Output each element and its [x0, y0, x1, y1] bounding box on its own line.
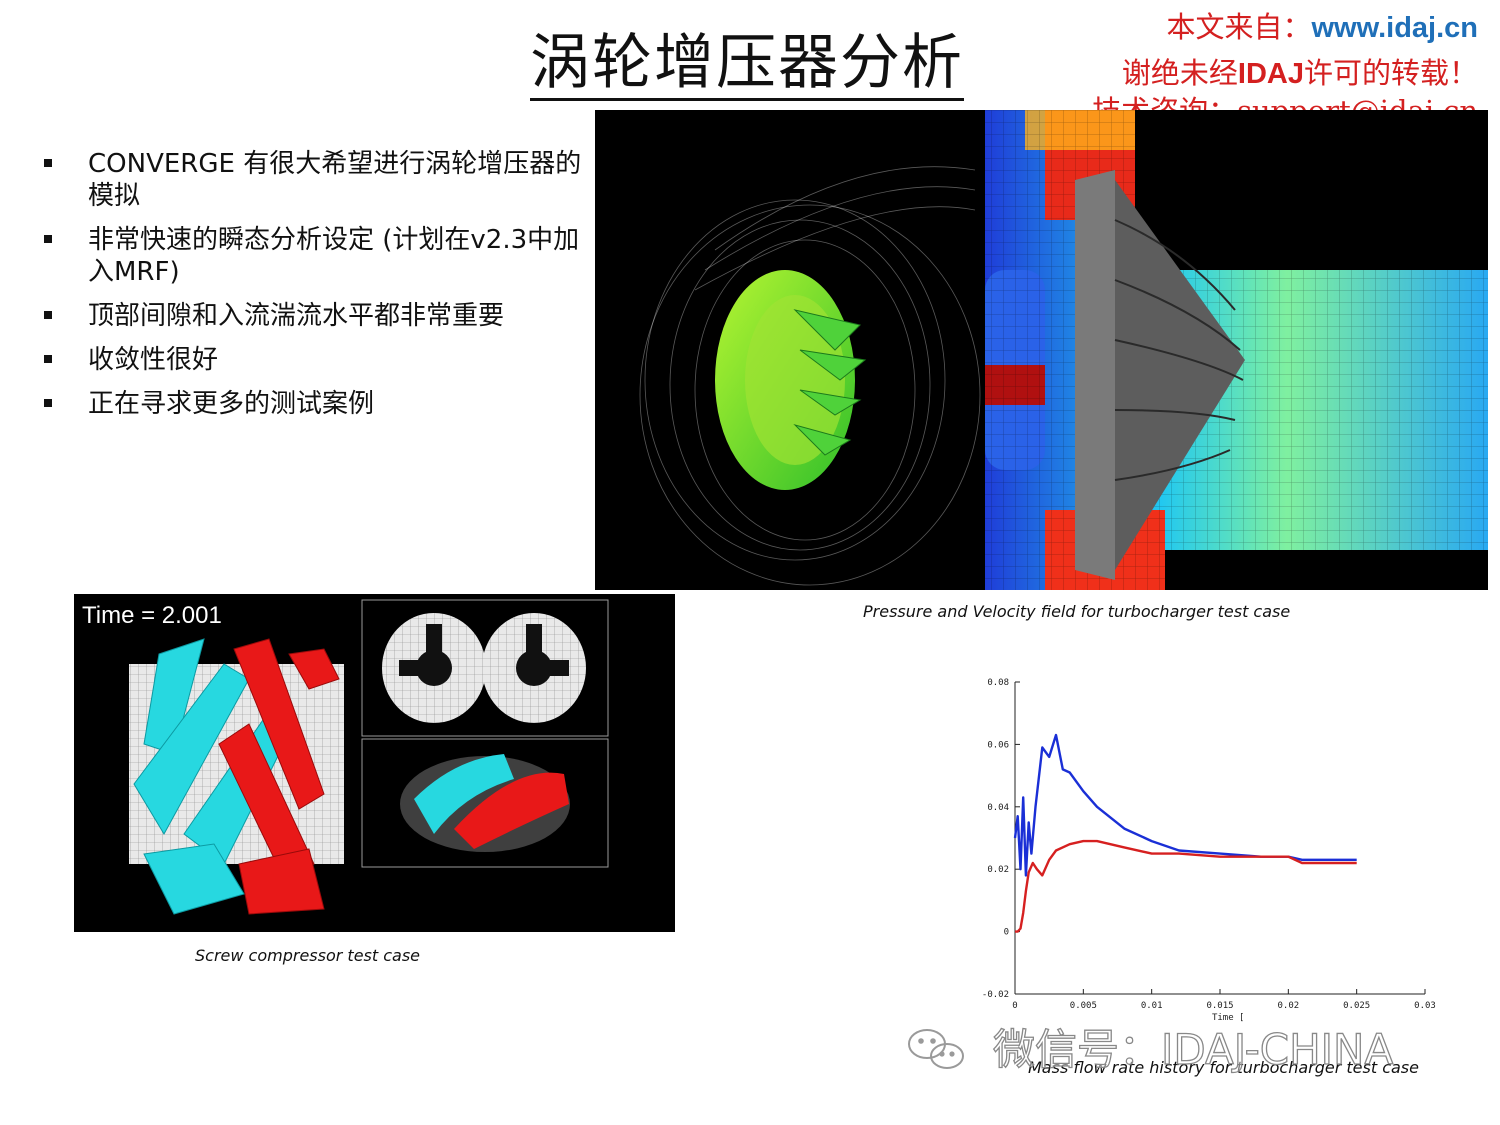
y-tick-label: 0.04 — [987, 803, 1009, 813]
source-notice-line2: 谢绝未经IDAJ许可的转载！ — [1122, 50, 1478, 92]
bullet-list: CONVERGE 有很大希望进行涡轮增压器的模拟 非常快速的瞬态分析设定 (计划… — [40, 148, 590, 432]
y-tick-label: -0.02 — [982, 990, 1009, 1000]
slide-title: 涡轮增压器分析 — [530, 30, 964, 101]
mass-flow-caption: Mass flow rate history for turbocharger … — [1028, 1058, 1419, 1077]
bullet-marker-icon — [44, 235, 52, 243]
copyright-prefix: 谢绝未经 — [1121, 56, 1238, 90]
source-notice-line1: 本文来自：www.idaj.cn — [1166, 4, 1478, 46]
x-axis-label: Time [ — [1212, 1013, 1245, 1023]
x-tick-label: 0.02 — [1277, 1001, 1299, 1011]
wechat-watermark-svg: 微信号：IDAJ-CHINA — [908, 1024, 1394, 1075]
screw-compressor-image: Time = 2.001 — [74, 594, 675, 932]
bullet-marker-icon — [44, 399, 52, 407]
y-tick-label: 0.02 — [987, 865, 1009, 875]
source-notice-prefix: 本文来自： — [1166, 10, 1312, 44]
bullet-item: 顶部间隙和入流湍流水平都非常重要 — [40, 300, 590, 332]
wechat-watermark: 微信号：IDAJ-CHINA — [905, 1018, 1465, 1084]
bullet-marker-icon — [44, 355, 52, 363]
turbocharger-illustration — [595, 110, 1488, 590]
screw-compressor-illustration — [74, 594, 675, 932]
bullet-item: CONVERGE 有很大希望进行涡轮增压器的模拟 — [40, 148, 590, 212]
wechat-logo-icon — [908, 1029, 964, 1069]
x-tick-label: 0.01 — [1141, 1001, 1163, 1011]
screw-compressor-caption: Screw compressor test case — [195, 946, 421, 965]
bullet-marker-icon — [44, 311, 52, 319]
wechat-account-text: 微信号：IDAJ-CHINA — [993, 1025, 1393, 1074]
bullet-text: 正在寻求更多的测试案例 — [88, 389, 375, 419]
bullet-text: 非常快速的瞬态分析设定 (计划在v2.3中加入MRF) — [88, 225, 580, 287]
y-tick-label: 0.08 — [987, 678, 1009, 688]
x-tick-label: 0.03 — [1414, 1001, 1436, 1011]
turbocharger-simulation-image — [595, 110, 1488, 590]
source-website-link[interactable]: www.idaj.cn — [1311, 12, 1478, 44]
simulation-time-label: Time = 2.001 — [82, 602, 222, 629]
bullet-text: 顶部间隙和入流湍流水平都非常重要 — [88, 301, 505, 331]
x-tick-label: 0 — [1012, 1001, 1017, 1011]
turbocharger-caption: Pressure and Velocity field for turbocha… — [863, 602, 1291, 621]
bullet-item: 正在寻求更多的测试案例 — [40, 388, 590, 420]
copyright-brand: IDAJ — [1237, 58, 1304, 90]
y-tick-label: 0.06 — [987, 740, 1009, 750]
bullet-item: 收敛性很好 — [40, 344, 590, 376]
y-tick-label: 0 — [1004, 928, 1009, 938]
bullet-item: 非常快速的瞬态分析设定 (计划在v2.3中加入MRF) — [40, 224, 590, 288]
series-line-1 — [1015, 839, 1357, 933]
bullet-text: CONVERGE 有很大希望进行涡轮增压器的模拟 — [88, 149, 582, 211]
x-tick-label: 0.025 — [1343, 1001, 1370, 1011]
bullet-marker-icon — [44, 159, 52, 167]
bullet-text: 收敛性很好 — [88, 345, 219, 375]
mass-flow-chart: -0.02 0 0.02 0.04 0.06 0.08 0 0.005 0.01 0.015 0.0… — [970, 670, 1440, 1030]
x-tick-label: 0.005 — [1070, 1001, 1097, 1011]
x-tick-label: 0.015 — [1206, 1001, 1233, 1011]
copyright-suffix: 许可的转载！ — [1303, 56, 1478, 90]
